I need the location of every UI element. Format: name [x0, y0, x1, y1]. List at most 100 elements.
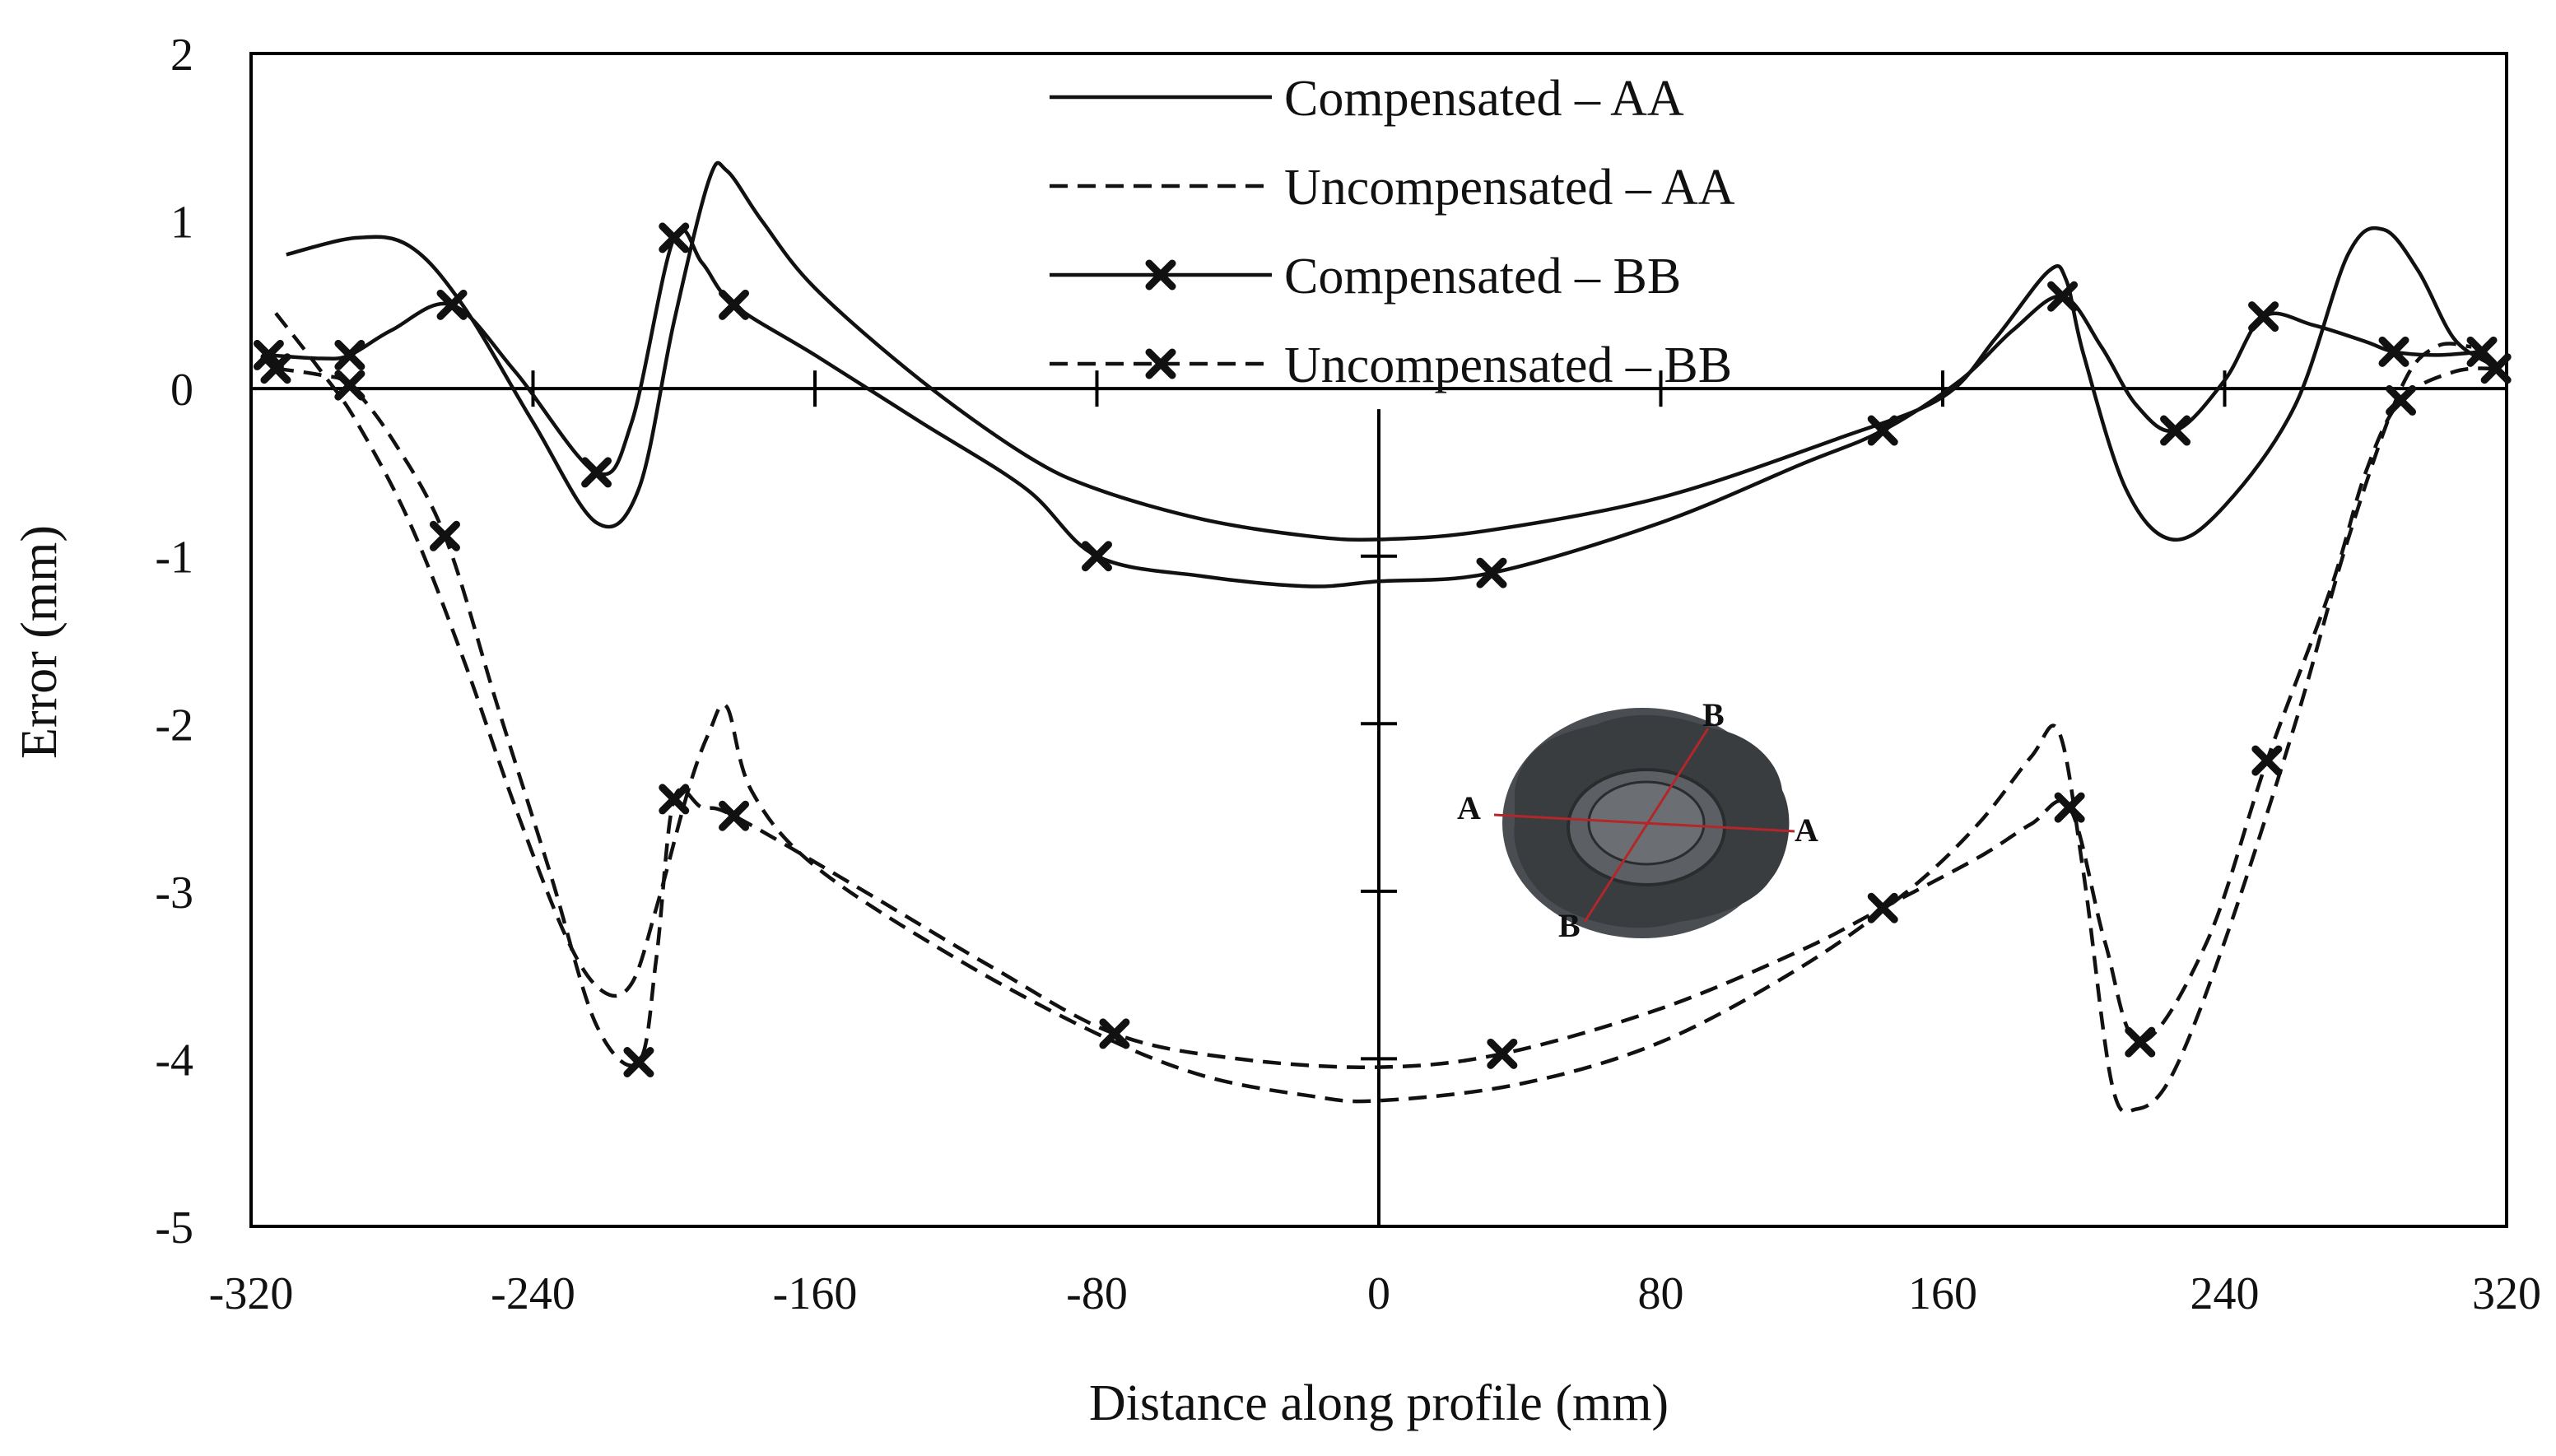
marker-stroke	[260, 353, 291, 384]
data-point-marker	[2378, 336, 2409, 367]
data-point-marker	[2160, 415, 2191, 446]
series-line-2	[274, 312, 2472, 1114]
legend: Compensated – AA Uncompensated – AA Compen…	[1050, 71, 1735, 393]
marker-stroke	[334, 370, 365, 401]
series-3	[253, 222, 2498, 588]
data-point-marker	[659, 784, 690, 815]
data-point-marker	[581, 457, 612, 488]
marker-stroke	[719, 289, 750, 320]
data-point-marker	[1476, 557, 1507, 588]
data-point-marker	[334, 370, 365, 401]
data-point-marker	[2248, 301, 2279, 333]
data-point-marker	[2480, 353, 2512, 384]
marker-stroke	[2054, 792, 2085, 823]
data-point-marker	[1099, 1018, 1130, 1049]
data-point-marker	[2251, 745, 2283, 776]
axes	[251, 370, 2507, 1226]
data-point-marker	[1082, 541, 1112, 572]
legend-label: Uncompensated – AA	[1284, 160, 1735, 216]
data-point-marker	[1867, 415, 1898, 446]
legend-marker	[1145, 348, 1176, 379]
data-point-marker	[2047, 281, 2079, 312]
y-tick-label: -5	[155, 1202, 193, 1254]
marker-stroke	[429, 520, 460, 551]
tick-labels: -320 -240 -160 -80 0 80 160 240 320 2 1 0 -1 -2 -3 -4 -5	[155, 30, 2541, 1319]
y-tick-label: -1	[155, 533, 193, 584]
data-point-marker	[2386, 384, 2417, 416]
series-line-4	[275, 366, 2497, 1069]
legend-label: Compensated – BB	[1284, 249, 1681, 305]
x-tick-label: 320	[2472, 1268, 2541, 1319]
legend-item-4: Uncompensated – BB	[1050, 337, 1732, 393]
marker-stroke	[2248, 301, 2279, 333]
marker-stroke	[2466, 336, 2498, 367]
data-point-marker	[1867, 892, 1898, 923]
marker-stroke	[2047, 281, 2079, 312]
data-point-marker	[2125, 1026, 2156, 1058]
x-tick-label: -160	[773, 1268, 858, 1319]
legend-item-3: Compensated – BB	[1050, 249, 1681, 305]
y-tick-label: -3	[155, 868, 193, 919]
marker-stroke	[2251, 745, 2283, 776]
inset-label-b-bottom: B	[1558, 907, 1581, 944]
marker-stroke	[1145, 348, 1176, 379]
data-point-marker	[1487, 1038, 1518, 1069]
series-line-1	[286, 160, 2490, 542]
marker-stroke	[1099, 1018, 1130, 1049]
data-point-marker	[659, 222, 690, 254]
inset-section-aa	[1493, 813, 1795, 833]
series	[253, 160, 2512, 1114]
data-point-marker	[719, 289, 750, 320]
y-axis-title: Error (mm)	[12, 525, 68, 759]
series-4	[260, 353, 2512, 1077]
x-tick-label: -240	[491, 1268, 575, 1319]
inset-part-image: A A B B	[1457, 696, 1818, 944]
y-tick-label: -4	[155, 1035, 193, 1086]
inset-label-a-left: A	[1457, 789, 1481, 826]
data-point-marker	[2054, 792, 2085, 823]
marker-stroke	[2480, 353, 2512, 384]
marker-stroke	[2160, 415, 2191, 446]
x-tick-label: -80	[1066, 1268, 1128, 1319]
marker-stroke	[2386, 384, 2417, 416]
x-tick-label: 240	[2191, 1268, 2260, 1319]
legend-item-2: Uncompensated – AA	[1050, 160, 1735, 216]
marker-stroke	[659, 784, 690, 815]
marker-stroke	[1487, 1038, 1518, 1069]
legend-marker	[1145, 259, 1176, 291]
x-tick-label: 0	[1367, 1268, 1390, 1319]
marker-stroke	[581, 457, 612, 488]
x-axis-title: Distance along profile (mm)	[1089, 1375, 1669, 1431]
marker-stroke	[1145, 259, 1176, 291]
x-tick-label: 160	[1908, 1268, 1977, 1319]
x-tick-label: -320	[209, 1268, 294, 1319]
marker-stroke	[2125, 1026, 2156, 1058]
data-point-marker	[436, 289, 468, 320]
legend-item-1: Compensated – AA	[1050, 71, 1684, 127]
marker-stroke	[2378, 336, 2409, 367]
inset-label-a-right: A	[1795, 812, 1818, 849]
legend-label: Compensated – AA	[1284, 71, 1684, 127]
marker-stroke	[436, 289, 468, 320]
marker-stroke	[334, 339, 365, 370]
marker-stroke	[1476, 557, 1507, 588]
inset-label-b-top: B	[1702, 696, 1725, 733]
y-tick-label: -2	[155, 700, 193, 751]
marker-stroke	[1867, 892, 1898, 923]
series-2	[274, 312, 2472, 1114]
inset-section-bb	[1583, 728, 1710, 923]
data-point-marker	[429, 520, 460, 551]
data-point-marker	[623, 1047, 654, 1077]
y-tick-label: 2	[170, 30, 193, 81]
marker-stroke	[253, 339, 284, 370]
legend-label: Uncompensated – BB	[1284, 337, 1732, 393]
y-tick-label: 1	[170, 198, 193, 249]
data-point-marker	[260, 353, 291, 384]
x-tick-label: 80	[1638, 1268, 1684, 1319]
data-point-marker	[719, 800, 750, 831]
marker-stroke	[659, 222, 690, 254]
marker-stroke	[623, 1047, 654, 1077]
data-point-marker	[334, 339, 365, 370]
marker-stroke	[719, 800, 750, 831]
